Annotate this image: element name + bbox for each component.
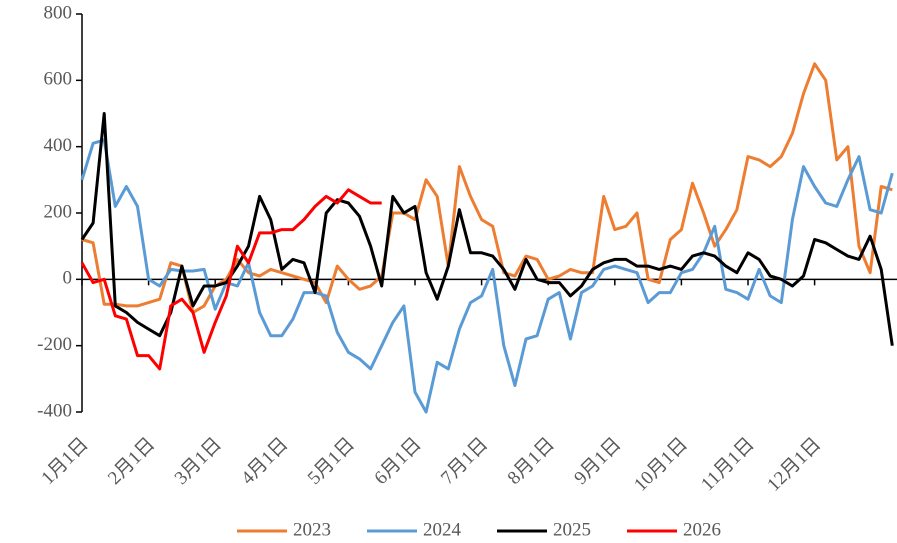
x-tick-label: 7月1日 <box>437 434 492 489</box>
legend-label: 2025 <box>553 519 591 540</box>
x-tick-label: 11月1日 <box>697 434 758 495</box>
y-tick-label: 400 <box>44 135 73 156</box>
x-tick-label: 12月1日 <box>763 434 825 496</box>
x-tick-label: 1月1日 <box>37 434 92 489</box>
x-tick-label: 2月1日 <box>104 434 159 489</box>
x-tick-label: 3月1日 <box>171 434 226 489</box>
y-tick-label: 0 <box>63 268 73 289</box>
x-tick-label: 6月1日 <box>370 434 425 489</box>
x-tick-label: 4月1日 <box>237 434 292 489</box>
y-tick-label: 200 <box>44 201 73 222</box>
y-tick-label: 600 <box>44 69 73 90</box>
x-tick-label: 8月1日 <box>504 434 559 489</box>
x-tick-label: 9月1日 <box>570 434 625 489</box>
y-tick-label: -400 <box>37 400 72 421</box>
series-line <box>80 138 894 414</box>
series-line <box>80 188 382 371</box>
y-tick-label: 800 <box>44 2 73 23</box>
x-tick-label: 5月1日 <box>304 434 359 489</box>
y-tick-label: -200 <box>37 334 72 355</box>
legend-label: 2026 <box>683 519 721 540</box>
series-line <box>80 112 894 346</box>
legend-label: 2023 <box>293 519 331 540</box>
legend-label: 2024 <box>423 519 462 540</box>
x-tick-label: 10月1日 <box>630 434 692 496</box>
